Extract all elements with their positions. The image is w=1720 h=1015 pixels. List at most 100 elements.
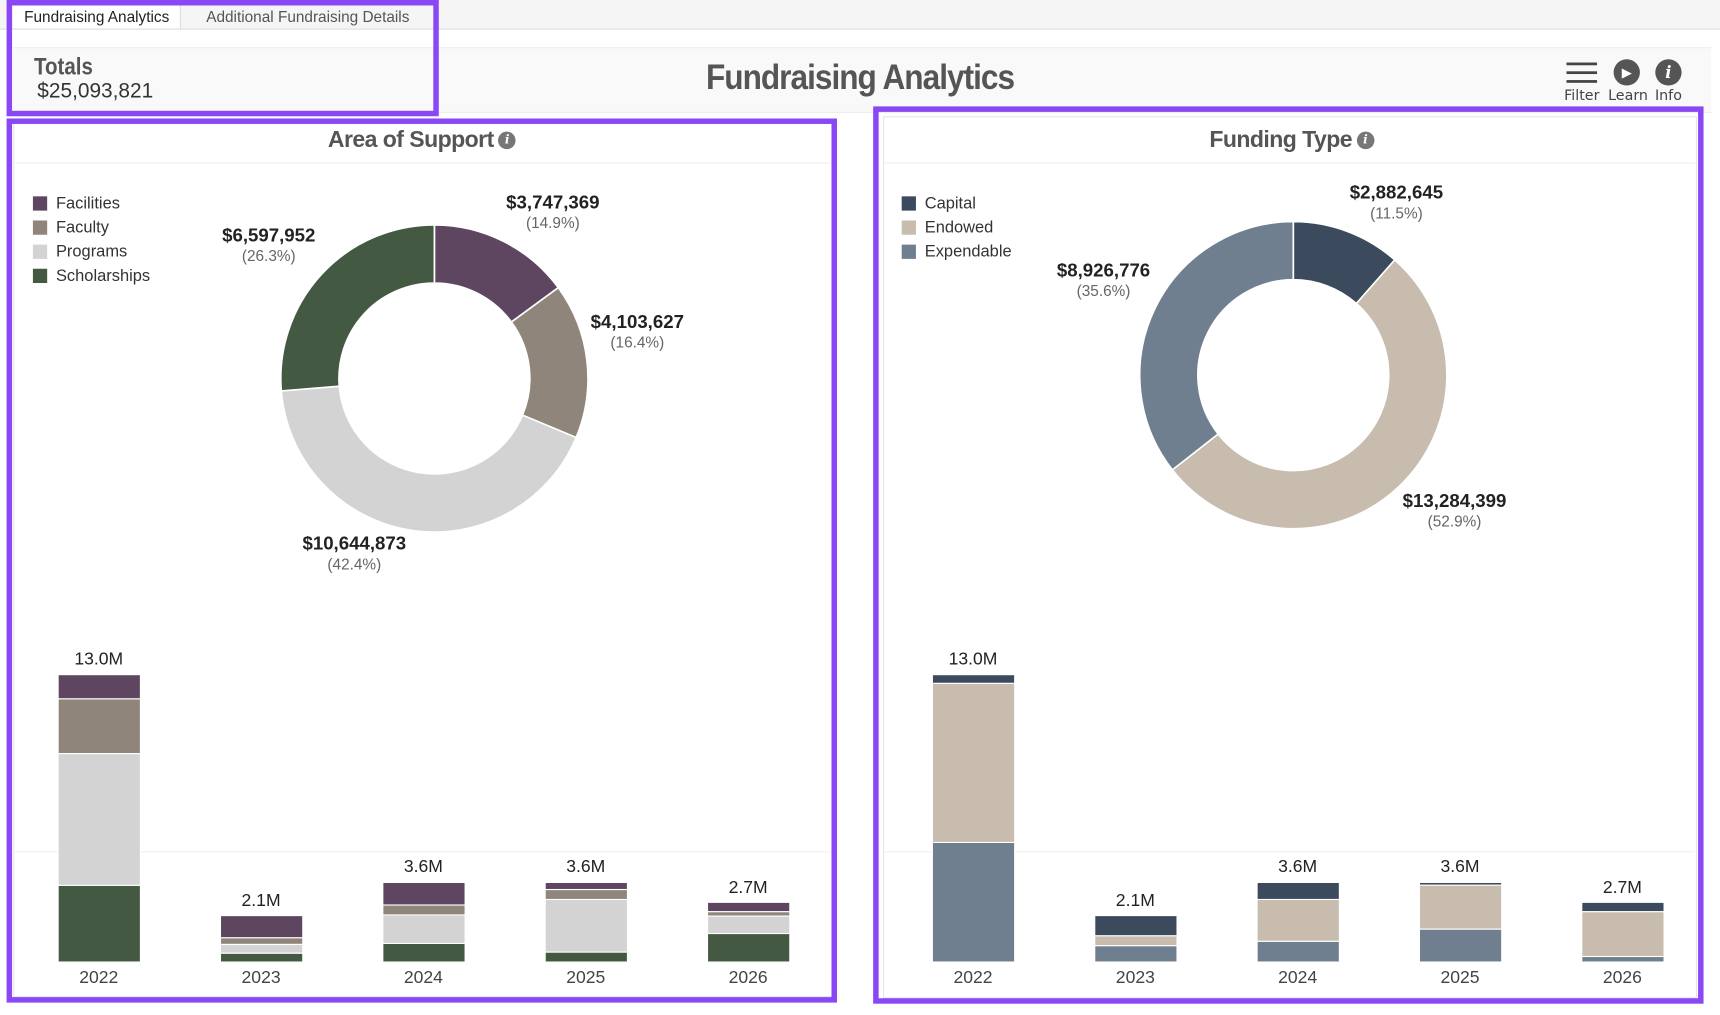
learn-button[interactable]: ▶ Learn [1608,57,1648,105]
legend-item-scholarships[interactable]: Scholarships [32,263,151,287]
funding-type-title: Funding Type i [883,127,1700,153]
legend-item-expendable[interactable]: Expendable [901,239,1012,263]
x-tick-label: 2024 [1278,968,1318,988]
totals-highlight [6,0,439,117]
donut-slice-endowed[interactable] [1171,258,1448,530]
info-icon: i [1655,59,1682,86]
bar-total-label: 3.6M [566,858,606,877]
bar-total-label: 13.0M [948,650,998,670]
bar-segment-capital-2025[interactable] [1418,881,1503,886]
x-tick-label: 2022 [79,968,119,988]
legend-item-programs[interactable]: Programs [32,239,150,263]
slice-value: $8,926,776 [1056,259,1151,281]
legend-swatch [32,268,48,283]
slice-percent: (52.9%) [1427,512,1482,530]
slice-percent: (42.4%) [327,555,382,573]
slice-value: $10,644,873 [302,533,407,554]
bar-total-label: 2.1M [241,891,281,911]
panel-title-text: Area of Support [327,127,494,153]
area-of-support-title: Area of Support i [13,127,830,153]
bar-segment-capital-2024[interactable] [1256,881,1340,901]
bar-segment-facilities-2026[interactable] [706,901,791,913]
area-of-support-highlight [6,118,837,1003]
legend-funding-type: Capital Endowed Expendable [901,191,1012,263]
bar-chart-area-of-support [57,674,791,963]
donut-label-endowed: $13,284,399 (52.9%) [1378,490,1532,529]
tab-additional-fundraising-details[interactable]: Additional Fundraising Details [206,7,410,26]
bar-segment-capital-2023[interactable] [1094,915,1178,937]
learn-label: Learn [1608,87,1648,105]
bar-segment-scholarships-2026[interactable] [706,932,791,963]
legend-swatch [32,244,48,259]
x-tick-label: 2023 [241,968,281,988]
x-tick-label: 2022 [953,968,993,988]
tab-fundraising-analytics[interactable]: Fundraising Analytics [13,4,182,29]
bar-segment-endowed-2024[interactable] [1256,898,1340,942]
bar-segment-programs-2024[interactable] [382,914,466,944]
x-tick-label: 2026 [1602,968,1642,988]
play-icon: ▶ [1613,59,1640,86]
bar-segment-capital-2026[interactable] [1581,901,1665,913]
bar-segment-capital-2022[interactable] [931,674,1016,684]
legend-item-endowed[interactable]: Endowed [901,215,1012,239]
legend-label: Scholarships [55,266,151,285]
hamburger-icon [1563,57,1600,88]
bar-segment-expendable-2025[interactable] [1418,928,1503,963]
donut-label-faculty: $4,103,627 (16.4%) [561,312,715,351]
donut-label-programs: $10,644,873 (42.4%) [278,533,432,572]
donut-slice-scholarships[interactable] [280,224,436,392]
funding-type-highlight [873,106,1704,1004]
bar-segment-facilities-2022[interactable] [57,674,141,700]
bar-total-label: 2.7M [728,878,768,897]
slice-percent: (35.6%) [1076,281,1131,300]
legend-label: Capital [924,193,976,213]
donut-label-capital: $2,882,645 (11.5%) [1320,182,1474,221]
bar-segment-facilities-2023[interactable] [219,915,304,939]
slice-value: $13,284,399 [1402,490,1507,512]
donut-label-expendable: $8,926,776 (35.6%) [1027,260,1181,299]
legend-swatch [32,219,48,235]
filter-button[interactable]: Filter [1563,57,1600,104]
donut-label-facilities: $3,747,369 (14.9%) [476,192,630,231]
bar-segment-programs-2025[interactable] [544,898,628,953]
legend-swatch [32,195,48,211]
legend-item-facilities[interactable]: Facilities [32,191,150,215]
donut-slice-programs[interactable] [280,385,578,533]
bar-chart-funding-type [931,674,1665,963]
bar-segment-expendable-2022[interactable] [931,841,1016,963]
legend-area-of-support: Facilities Faculty Programs Scholarships [32,191,151,288]
donut-slice-expendable[interactable] [1138,220,1295,471]
legend-item-capital[interactable]: Capital [901,191,1012,215]
legend-label: Faculty [55,217,109,237]
page-title: Fundraising Analytics [705,57,1015,97]
info-button[interactable]: i Info [1650,57,1687,104]
slice-percent: (11.5%) [1370,204,1423,222]
donut-label-scholarships: $6,597,952 (26.3%) [192,225,346,264]
x-tick-label: 2023 [1115,968,1155,988]
donut-area-of-support [280,224,589,533]
legend-label: Expendable [924,241,1012,261]
bar-total-label: 13.0M [74,650,124,670]
bar-segment-facilities-2024[interactable] [382,881,466,906]
bar-total-label: 3.6M [1440,858,1480,877]
bar-total-label: 2.7M [1602,878,1642,897]
x-tick-label: 2025 [1440,968,1480,988]
info-icon[interactable]: i [498,132,516,150]
totals-label: Totals [34,52,93,81]
filter-label: Filter [1564,87,1600,105]
header-band [13,47,1712,113]
info-label: Info [1654,87,1682,105]
slice-percent: (26.3%) [241,246,296,265]
legend-label: Programs [55,241,128,261]
slice-value: $4,103,627 [590,311,684,333]
legend-item-faculty[interactable]: Faculty [32,215,150,239]
bar-segment-facilities-2025[interactable] [544,881,628,891]
donut-funding-type [1138,220,1448,530]
bar-segment-faculty-2022[interactable] [57,698,141,755]
bar-total-label: 3.6M [1278,858,1318,877]
bar-total-label: 2.1M [1115,891,1155,911]
bar-total-label: 3.6M [403,858,443,877]
bar-segment-endowed-2022[interactable] [931,682,1016,843]
info-icon[interactable]: i [1356,132,1374,150]
